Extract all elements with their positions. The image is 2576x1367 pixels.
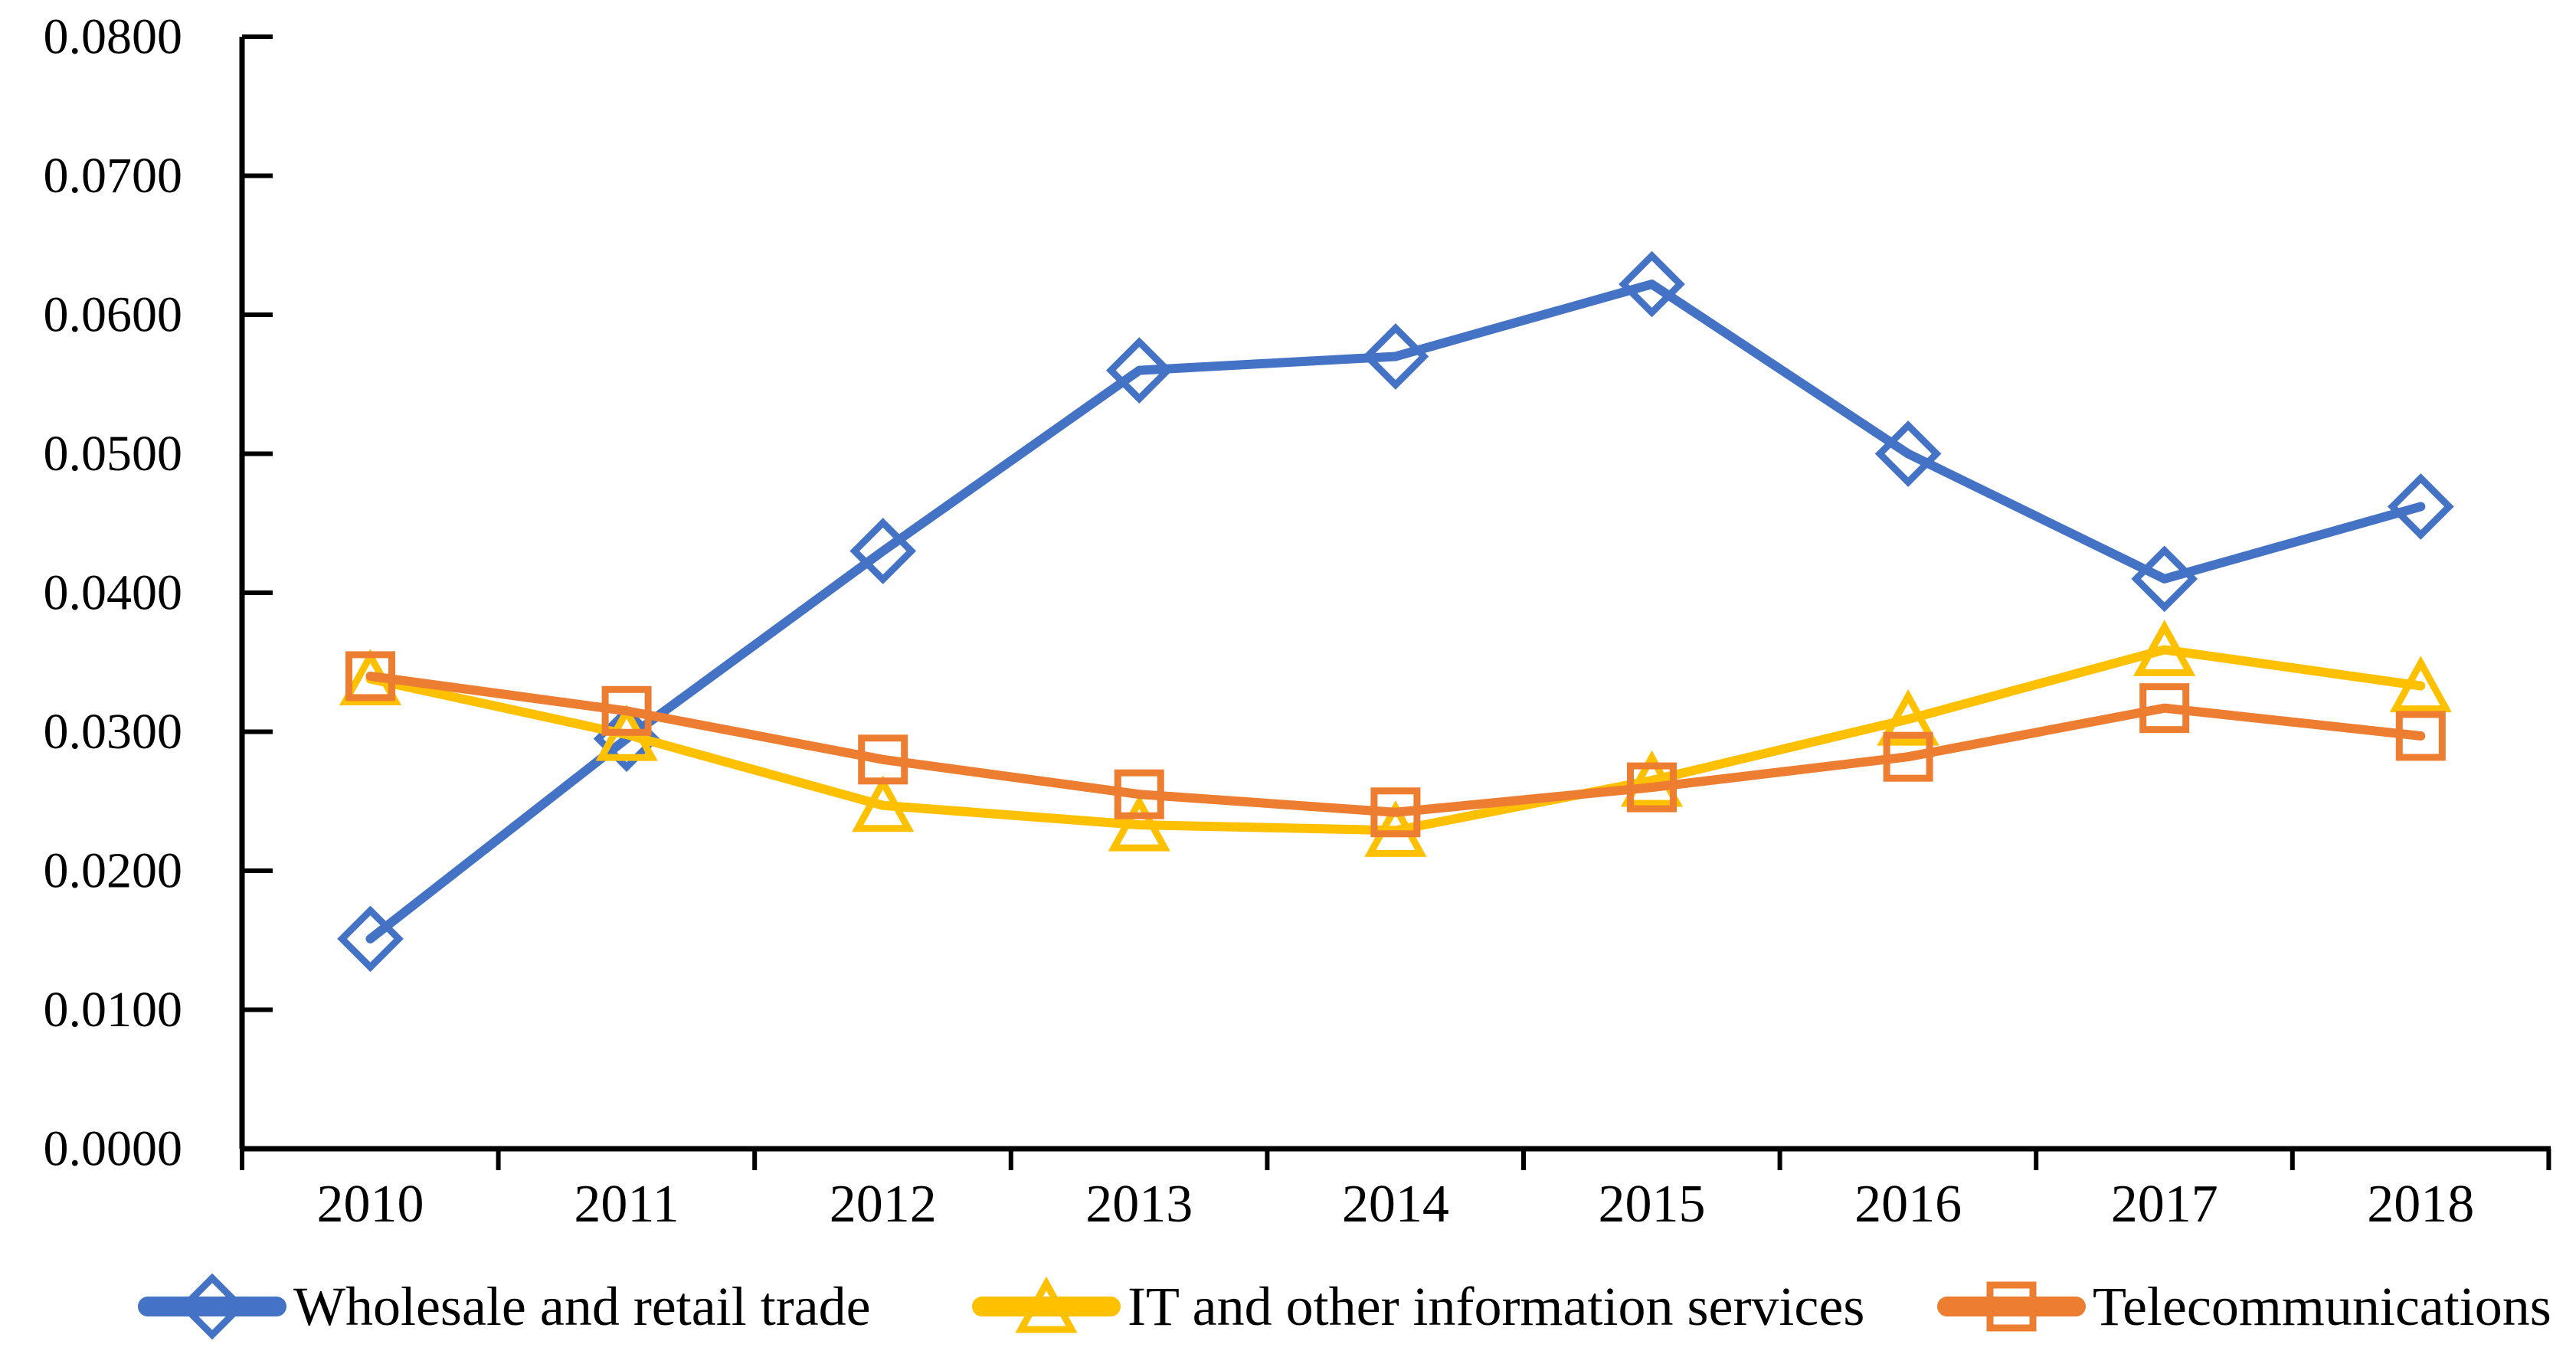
y-tick-label: 0.0600 [44,287,183,343]
y-tick-label: 0.0800 [44,9,183,65]
marker-diamond-wholesale-and-retail-trade-2014 [1362,323,1429,390]
marker-diamond-wholesale-and-retail-trade-2012 [849,518,917,584]
marker-triangle-it-and-other-information-services-2013 [1108,794,1170,852]
marker-triangle-it-and-other-information-services-2015 [1620,750,1684,807]
y-tick-label: 0.0300 [44,704,183,760]
marker-square-telecommunications-2017 [2139,683,2190,734]
legend-label-wholesale-and-retail-trade: Wholesale and retail trade [293,1276,871,1337]
marker-diamond-legend-wholesale-and-retail-trade [178,1273,246,1340]
marker-diamond-wholesale-and-retail-trade-2016 [1874,420,1942,487]
marker-diamond-wholesale-and-retail-trade-2015 [1619,250,1685,318]
marker-triangle-it-and-other-information-services-2012 [852,775,915,832]
marker-square-telecommunications-2014 [1370,787,1421,838]
marker-triangle-legend-it-and-other-information-services [1015,1276,1078,1333]
marker-triangle-it-and-other-information-services-2017 [2133,620,2196,676]
marker-diamond-wholesale-and-retail-trade-2018 [2387,473,2454,540]
marker-diamond-wholesale-and-retail-trade-2010 [337,905,404,973]
marker-square-telecommunications-2010 [345,651,395,701]
marker-square-telecommunications-2015 [1627,762,1677,813]
y-tick-label: 0.0500 [44,426,183,482]
marker-triangle-it-and-other-information-services-2016 [1877,688,1939,746]
y-tick-label: 0.0400 [44,565,183,621]
marker-square-telecommunications-2012 [858,734,908,785]
x-tick-label: 2011 [574,1175,679,1234]
marker-diamond-wholesale-and-retail-trade-2013 [1105,337,1173,404]
x-tick-label: 2017 [2111,1175,2218,1234]
legend-label-it-and-other-information-services: IT and other information services [1128,1276,1864,1337]
x-tick-label: 2013 [1085,1175,1193,1234]
series-line-wholesale-and-retail-trade [365,280,2426,943]
x-tick-label: 2015 [1599,1175,1706,1234]
x-tick-label: 2018 [2367,1175,2474,1234]
y-tick-label: 0.0000 [44,1121,183,1177]
x-tick-label: 2016 [1854,1175,1962,1234]
legend-label-telecommunications: Telecommunications [2093,1276,2551,1337]
x-tick-label: 2012 [830,1175,937,1234]
series-line-telecommunications [365,671,2426,817]
marker-diamond-wholesale-and-retail-trade-2017 [2131,545,2198,613]
x-tick-label: 2014 [1342,1175,1449,1234]
marker-square-legend-telecommunications [1986,1281,2037,1332]
y-tick-label: 0.0100 [44,982,183,1038]
y-tick-label: 0.0700 [44,148,183,204]
marker-square-telecommunications-2013 [1114,769,1164,819]
marker-square-telecommunications-2016 [1883,731,1933,782]
marker-square-telecommunications-2011 [601,685,652,736]
marker-triangle-it-and-other-information-services-2018 [2389,656,2452,713]
y-tick-label: 0.0200 [44,843,183,899]
x-tick-label: 2010 [317,1175,424,1234]
marker-square-telecommunications-2018 [2395,711,2446,761]
